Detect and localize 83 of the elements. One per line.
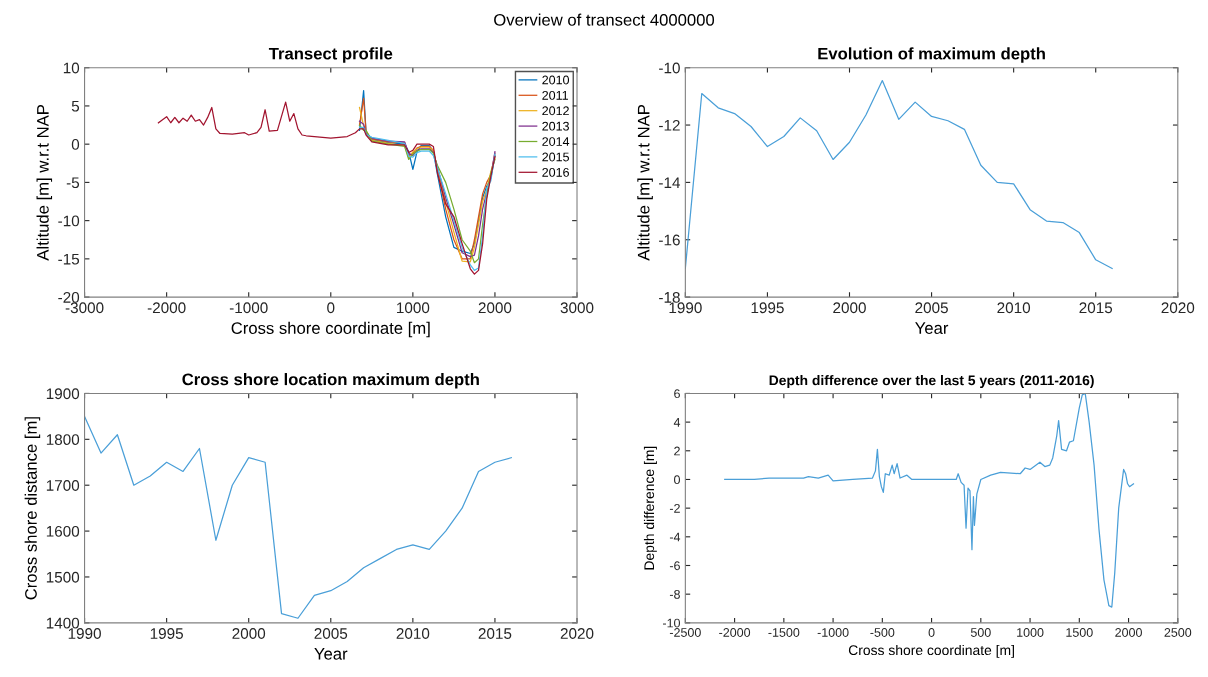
y-tick-label: 1800 [46, 434, 80, 446]
y-axis-title: Altitude [m] w.r.t NAP [36, 105, 53, 261]
y-tick-label: -10 [659, 62, 680, 74]
x-axis-title: Cross shore coordinate [m] [848, 644, 1014, 658]
x-tick-label: 1995 [751, 302, 784, 314]
x-tick-label: 2500 [1164, 628, 1192, 637]
y-tick-label: 2 [674, 446, 680, 456]
x-axis-title: Year [915, 322, 949, 334]
x-tick-label: 1000 [1017, 628, 1044, 637]
x-tick-label: 500 [970, 628, 991, 637]
y-axis-title: Altitude [m] w.r.t NAP [637, 105, 653, 261]
x-tick-label: 1995 [150, 628, 183, 639]
chart-title: Transect profile [268, 47, 393, 63]
y-tick-label: -2 [669, 503, 680, 513]
x-tick-label: -1500 [768, 628, 800, 637]
x-tick-label: -1000 [817, 628, 849, 637]
y-tick-label: -20 [58, 291, 80, 303]
legend-label: 2013 [542, 121, 569, 131]
legend-label: 2011 [542, 90, 568, 100]
x-tick-label: 2020 [560, 628, 594, 639]
text: Overview of transect 4000000 [494, 13, 715, 26]
x-tick-label: 2000 [232, 628, 266, 639]
x-tick-label: -500 [870, 628, 895, 637]
x-tick-label: 0 [928, 628, 935, 637]
y-tick-label: -14 [659, 177, 681, 188]
x-tick-label: 2015 [478, 628, 512, 639]
x-tick-label: -2000 [719, 628, 751, 637]
y-tick-label: -6 [669, 561, 680, 571]
y-tick-label: 1400 [46, 617, 80, 629]
x-tick-label: 1990 [68, 628, 101, 639]
x-tick-label: 1000 [397, 302, 430, 314]
x-tick-label: 2000 [1115, 628, 1142, 637]
y-tick-label: 5 [71, 100, 80, 112]
y-tick-label: 1600 [46, 525, 80, 537]
x-tick-label: -3000 [65, 302, 104, 314]
line-series [724, 393, 1135, 608]
legend-label: 2016 [542, 167, 569, 177]
legend-label: 2012 [542, 106, 569, 116]
y-tick-label: 0 [71, 139, 80, 150]
x-tick-label: 2005 [915, 302, 948, 314]
y-tick-label: -10 [58, 215, 80, 227]
x-tick-label: 2000 [478, 302, 512, 314]
x-tick-label: 2000 [833, 302, 866, 314]
y-tick-label: -10 [662, 618, 680, 628]
legend-label: 2014 [542, 137, 570, 146]
x-tick-label: -1000 [229, 302, 268, 314]
y-tick-label: 1500 [46, 571, 80, 583]
y-tick-label: 0 [674, 475, 680, 485]
chart-title: Evolution of maximum depth [818, 47, 1045, 63]
y-tick-label: -15 [58, 253, 80, 265]
x-tick-label: 2010 [997, 302, 1031, 314]
y-tick-label: 4 [673, 418, 681, 427]
y-tick-label: 6 [674, 389, 680, 399]
chart-title: Depth difference over the last 5 years (2011-2016) [769, 375, 1094, 388]
y-tick-label: 10 [63, 62, 80, 74]
x-tick-label: -2000 [147, 302, 186, 314]
line-series [157, 101, 496, 275]
x-tick-label: 2020 [1161, 302, 1195, 314]
y-tick-label: -18 [659, 291, 680, 303]
y-tick-label: -4 [669, 532, 681, 542]
y-tick-label: -5 [66, 177, 80, 189]
y-tick-label: -12 [659, 119, 680, 131]
legend-label: 2010 [542, 75, 570, 85]
x-tick-label: 2015 [1079, 302, 1113, 314]
y-tick-label: -16 [659, 234, 680, 246]
legend-label: 2015 [542, 152, 569, 162]
x-tick-label: 0 [327, 302, 335, 314]
x-tick-label: 2010 [396, 628, 430, 639]
y-tick-label: -8 [669, 589, 680, 599]
y-tick-label: 1700 [46, 480, 80, 491]
x-tick-label: -2500 [669, 628, 701, 637]
x-axis-title: Year [314, 648, 348, 660]
y-axis-title: Cross shore distance [m] [24, 417, 41, 600]
x-tick-label: 1500 [1066, 628, 1093, 637]
x-tick-label: 2005 [314, 628, 348, 639]
chart-title: Cross shore location maximum depth [182, 373, 479, 389]
line-series [685, 79, 1113, 270]
line-series [84, 415, 512, 619]
x-axis-title: Cross shore coordinate [m] [231, 321, 430, 338]
x-tick-label: 1990 [669, 302, 702, 314]
y-axis-title: Depth difference [m] [643, 446, 657, 570]
x-tick-label: 3000 [560, 302, 594, 314]
y-tick-label: 1900 [46, 388, 80, 400]
